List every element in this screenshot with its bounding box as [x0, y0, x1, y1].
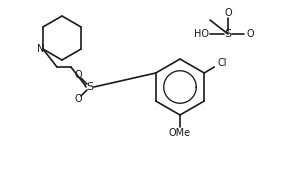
- Text: OMe: OMe: [169, 128, 191, 138]
- Text: Cl: Cl: [217, 58, 227, 68]
- Text: O: O: [74, 94, 82, 104]
- Text: O: O: [246, 29, 254, 39]
- Text: O: O: [74, 70, 82, 80]
- Text: S: S: [224, 29, 232, 39]
- Text: O: O: [224, 8, 232, 18]
- Text: S: S: [86, 82, 93, 92]
- Text: N: N: [37, 44, 45, 54]
- Text: HO: HO: [194, 29, 210, 39]
